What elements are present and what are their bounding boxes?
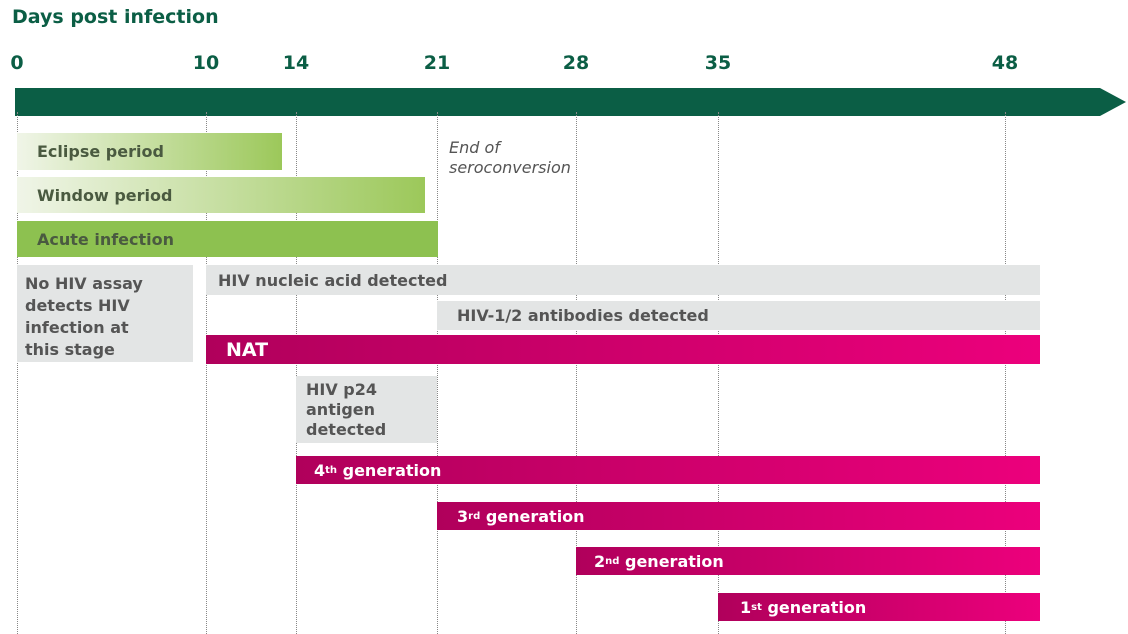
label: generation [767,597,867,617]
eclipse-bar: Eclipse period [17,133,282,170]
label: generation [485,506,585,526]
num: 3 [457,506,469,526]
text-line: detected [306,420,387,439]
tick: 10 [192,52,220,74]
title: Days post infection [12,6,219,28]
nucleic-acid-bar: HIV nucleic acid detected [206,265,1040,295]
num: 4 [314,460,326,480]
label: generation [625,551,724,571]
tick: 0 [10,52,24,74]
grid-line [718,112,719,634]
antibodies-bar: HIV-1/2 antibodies detected [437,301,1040,330]
text-line: infection at [25,318,129,337]
text-line: HIV p24 [306,380,378,399]
p24-box: HIV p24 antigen detected [296,376,437,443]
nat-bar: NAT [206,335,1040,364]
suffix: st [751,601,762,613]
text-line: detects HIV [25,296,130,315]
timeline-arrow [15,88,1126,116]
text-line: antigen [306,400,376,419]
window-bar: Window period [17,177,425,213]
annotation-line: End of [449,138,500,157]
tick: 35 [704,52,732,74]
annotation-line: seroconversion [449,158,571,177]
grid-line [296,112,297,634]
grid-line [17,112,18,634]
acute-bar: Acute infection [17,221,438,257]
tick: 48 [991,52,1019,74]
num: 1 [740,597,752,617]
grid-line [576,112,577,634]
suffix: nd [605,555,620,567]
annotation: End of seroconversion [449,138,571,178]
num: 2 [594,551,606,571]
suffix: th [325,464,338,476]
tick: 14 [282,52,310,74]
no-assay-box: No HIV assay detects HIV infection at this … [17,265,193,362]
tick: 28 [562,52,590,74]
label: generation [342,460,442,480]
grid-line [437,112,438,634]
suffix: rd [468,510,481,522]
grid-line [206,112,207,634]
tick: 21 [423,52,451,74]
text-line: No HIV assay [25,274,143,293]
text-line: this stage [25,340,115,359]
grid-line [1005,112,1006,634]
